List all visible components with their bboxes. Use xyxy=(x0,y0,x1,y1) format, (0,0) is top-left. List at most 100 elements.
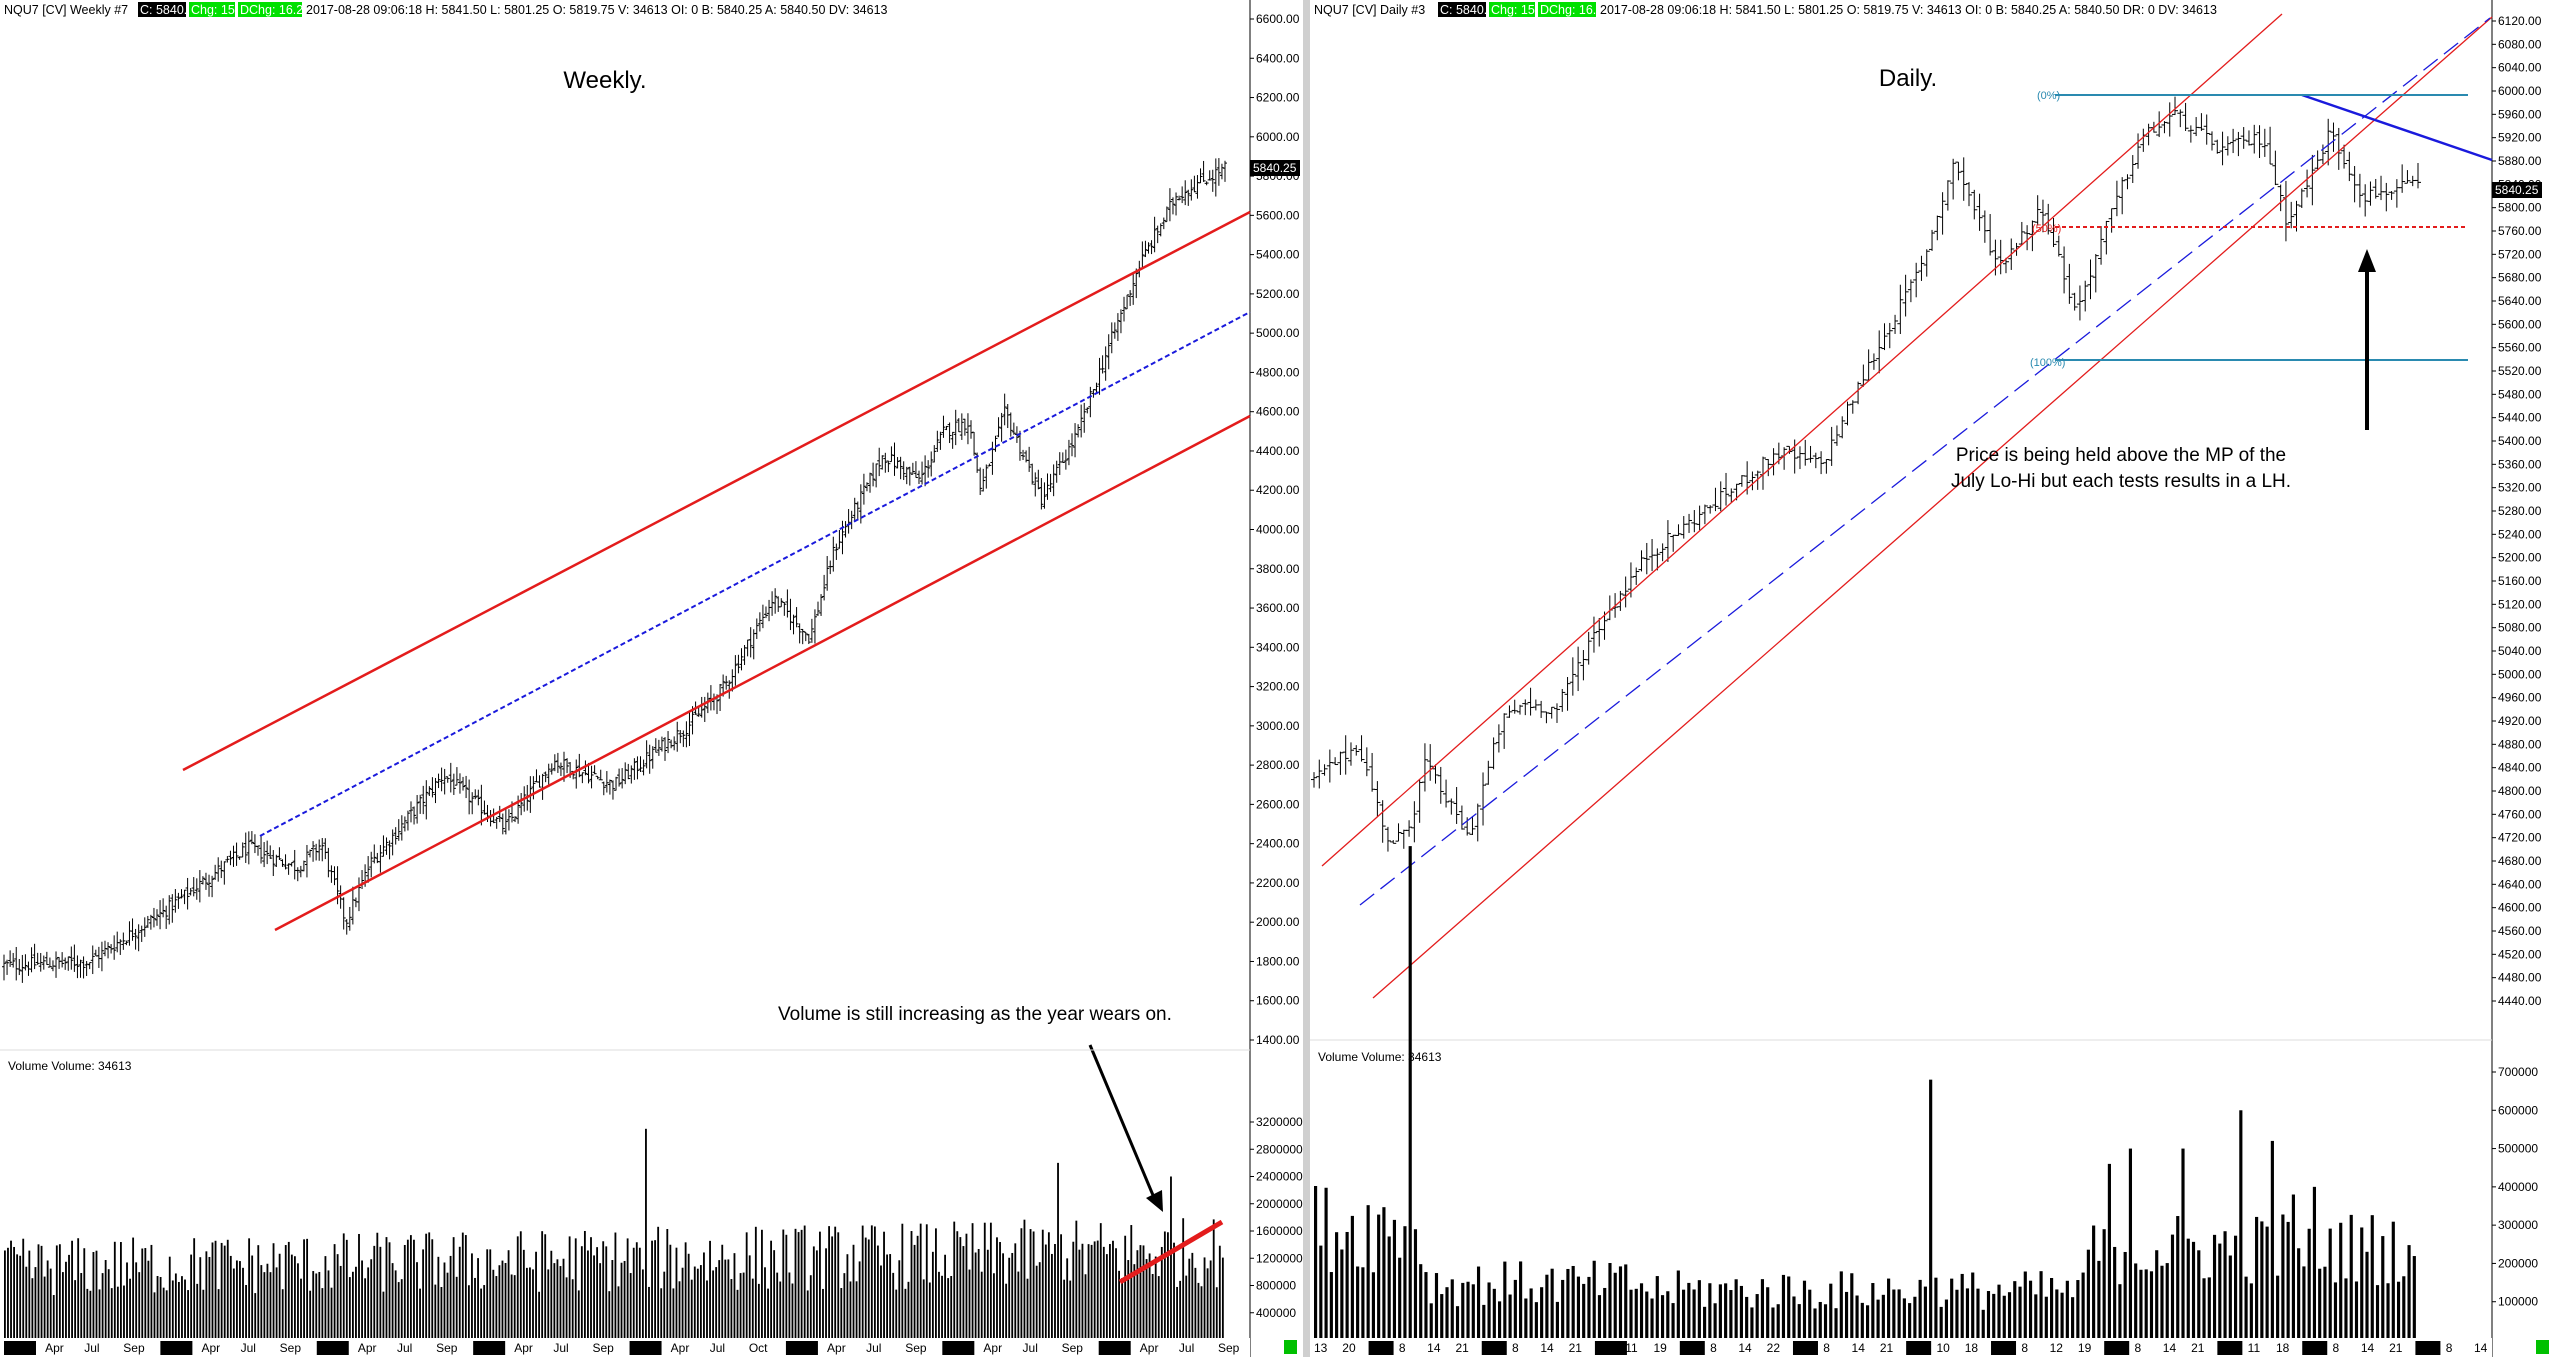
volume-bar xyxy=(1745,1296,1749,1340)
volume-bar xyxy=(1403,1226,1407,1340)
volume-bar xyxy=(333,1244,336,1340)
daily-lower-channel-line[interactable] xyxy=(1372,16,2493,999)
price-axis-label: 5480.00 xyxy=(2498,387,2542,401)
date-axis-label: 20 xyxy=(1342,1341,1356,1355)
volume-bar xyxy=(681,1267,684,1340)
weekly-annotation-arrow-head xyxy=(1146,1190,1163,1212)
volume-bar xyxy=(1084,1274,1087,1340)
volume-bar xyxy=(65,1261,67,1340)
volume-bar xyxy=(339,1265,342,1340)
volume-bar xyxy=(211,1242,214,1340)
volume-bar xyxy=(779,1281,782,1340)
volume-bar xyxy=(1314,1185,1318,1340)
price-axis-label: 6080.00 xyxy=(2498,37,2542,51)
volume-bar xyxy=(437,1256,440,1340)
volume-bar xyxy=(873,1226,876,1340)
volume-bar xyxy=(1844,1291,1849,1340)
volume-bar xyxy=(1429,1303,1433,1340)
weekly-midline-dotted[interactable] xyxy=(259,311,1251,837)
weekly-dchg-box xyxy=(238,2,302,17)
volume-bar xyxy=(580,1246,583,1340)
daily-chart-pane[interactable]: NQU7 [CV] Daily #3 C: 5840.25 Chg: 15.25… xyxy=(1310,0,2551,1357)
volume-bar xyxy=(819,1231,821,1340)
daily-scroll-indicator[interactable] xyxy=(2536,1340,2549,1354)
volume-bar xyxy=(913,1244,916,1340)
volume-bar xyxy=(458,1246,461,1340)
volume-bar xyxy=(43,1276,46,1340)
date-axis-major-box xyxy=(2217,1341,2243,1355)
volume-bar xyxy=(1212,1219,1215,1340)
daily-dchg-value: DChg: 16.25 xyxy=(1540,3,1610,17)
volume-bar xyxy=(1950,1278,1954,1340)
date-axis-label: 14 xyxy=(1852,1341,1866,1355)
volume-bar xyxy=(1776,1304,1780,1340)
volume-bar xyxy=(1676,1270,1680,1340)
daily-descending-trendline[interactable] xyxy=(2301,93,2493,162)
volume-bar xyxy=(831,1236,834,1340)
volume-bar xyxy=(2102,1229,2106,1340)
volume-bar xyxy=(1860,1302,1864,1340)
volume-bar xyxy=(510,1274,513,1340)
volume-bar xyxy=(25,1266,28,1340)
daily-fib-0-label: (0%) xyxy=(2037,90,2060,102)
daily-annotation-line-1: Price is being held above the MP of the xyxy=(1956,445,2286,466)
volume-bar xyxy=(254,1293,257,1340)
volume-bar xyxy=(785,1234,788,1340)
volume-bar xyxy=(1090,1244,1093,1340)
date-axis-major-box xyxy=(1368,1341,1394,1355)
date-axis-label: Apr xyxy=(983,1341,1002,1355)
volume-bar xyxy=(892,1272,895,1340)
volume-bar xyxy=(910,1231,913,1340)
volume-bar xyxy=(895,1289,898,1340)
volume-bar xyxy=(489,1249,492,1340)
weekly-chart-pane[interactable]: NQU7 [CV] Weekly #7 C: 5840.25 Chg: 15.2… xyxy=(0,0,1303,1357)
volume-bar xyxy=(245,1284,247,1340)
volume-bar xyxy=(971,1223,974,1340)
weekly-lower-channel-line[interactable] xyxy=(274,414,1251,932)
daily-midline-dashed[interactable] xyxy=(1359,17,2491,906)
price-axis-label: 5080.00 xyxy=(2498,621,2542,635)
price-axis-label: 6000.00 xyxy=(1256,130,1300,144)
daily-upper-channel-line[interactable] xyxy=(1321,13,2283,867)
volume-axis-label: 2800000 xyxy=(1256,1142,1303,1156)
volume-bar xyxy=(345,1239,348,1340)
volume-bar xyxy=(870,1225,873,1340)
daily-chart-svg[interactable]: NQU7 [CV] Daily #3 C: 5840.25 Chg: 15.25… xyxy=(1310,0,2551,1357)
volume-bar xyxy=(690,1279,693,1340)
volume-bar xyxy=(773,1250,776,1340)
volume-bar xyxy=(925,1224,928,1340)
weekly-volume-trendline[interactable] xyxy=(1118,1219,1224,1285)
volume-bar xyxy=(406,1239,409,1340)
volume-bar xyxy=(1687,1282,1691,1340)
volume-bar xyxy=(413,1239,415,1340)
volume-bar xyxy=(1823,1304,1828,1340)
pane-divider[interactable] xyxy=(1303,0,1310,1357)
weekly-upper-channel-line[interactable] xyxy=(182,210,1251,772)
volume-bar xyxy=(235,1260,238,1340)
volume-bar xyxy=(2128,1148,2133,1340)
volume-bar xyxy=(632,1247,635,1340)
weekly-scroll-indicator[interactable] xyxy=(1284,1340,1297,1354)
volume-bar xyxy=(269,1272,272,1340)
volume-bar xyxy=(812,1246,815,1340)
volume-bar xyxy=(55,1245,58,1340)
volume-bar xyxy=(419,1288,421,1340)
volume-bar xyxy=(425,1233,428,1340)
volume-bar xyxy=(2244,1276,2248,1340)
weekly-chart-svg[interactable]: NQU7 [CV] Weekly #7 C: 5840.25 Chg: 15.2… xyxy=(0,0,1303,1357)
volume-axis-label: 100000 xyxy=(2498,1295,2538,1309)
date-axis-label: Jul xyxy=(397,1341,412,1355)
date-axis-label: 8 xyxy=(1710,1341,1717,1355)
volume-bar xyxy=(571,1279,574,1340)
daily-symbol-label: NQU7 [CV] Daily #3 xyxy=(1314,3,1425,17)
volume-bar xyxy=(495,1276,498,1340)
volume-bar xyxy=(28,1250,31,1340)
price-axis-label: 3000.00 xyxy=(1256,719,1300,733)
volume-bar xyxy=(2002,1295,2006,1340)
volume-bar xyxy=(1902,1298,1906,1340)
weekly-symbol-label: NQU7 [CV] Weekly #7 xyxy=(4,3,128,17)
volume-bar xyxy=(1508,1294,1512,1340)
volume-bar xyxy=(764,1267,766,1340)
volume-bar xyxy=(315,1273,318,1340)
price-axis-label: 4480.00 xyxy=(2498,971,2542,985)
